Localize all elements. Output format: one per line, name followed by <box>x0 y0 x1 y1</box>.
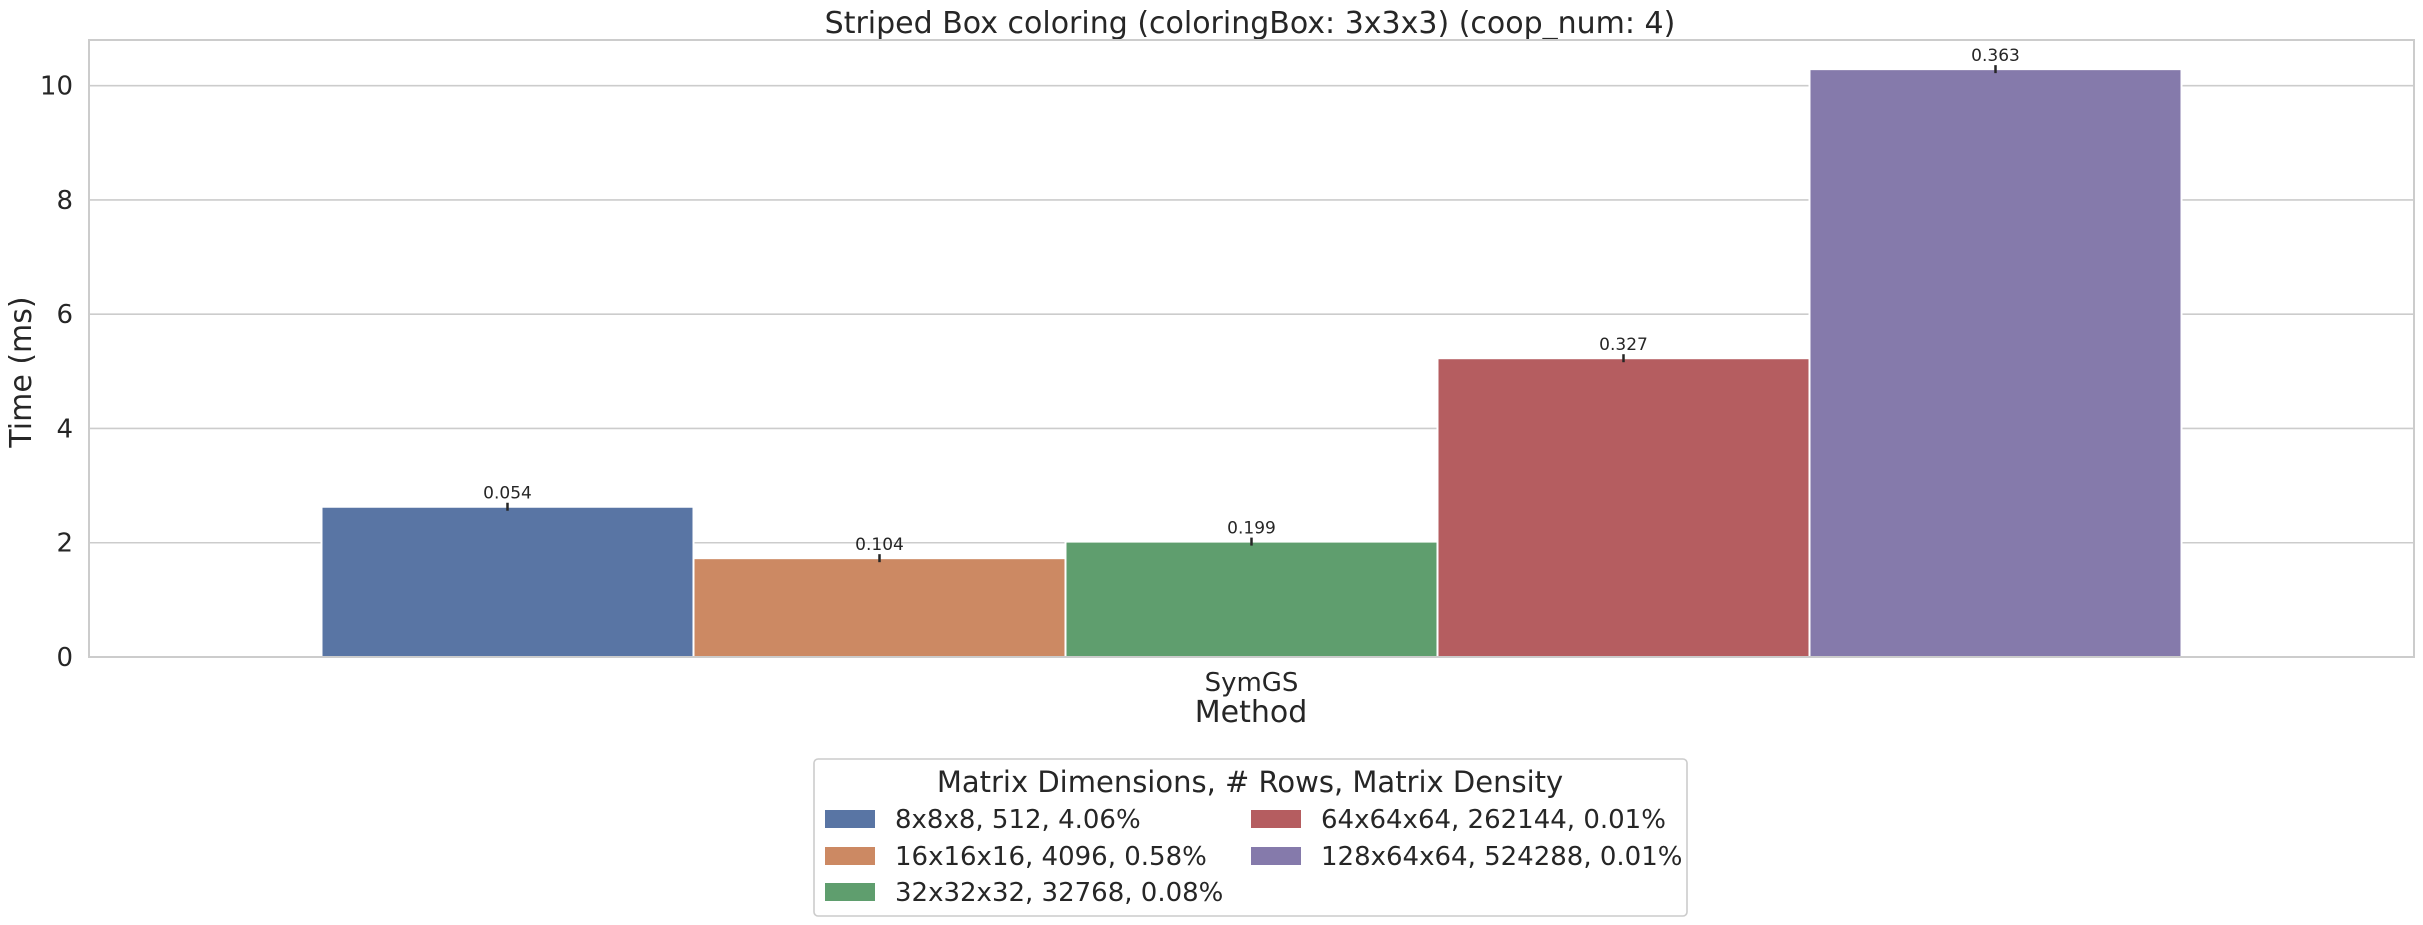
bar-value-label: 0.363 <box>1971 46 2020 66</box>
x-axis-label: Method <box>1195 695 1308 730</box>
x-tick-label: SymGS <box>1205 668 1299 698</box>
bar <box>1064 540 1439 658</box>
legend-label: 16x16x16, 4096, 0.58% <box>895 842 1207 872</box>
y-axis-ticks: 0 2 4 6 8 10 <box>40 72 73 673</box>
y-tick-label: 2 <box>56 529 73 559</box>
legend-label: 8x8x8, 512, 4.06% <box>895 805 1141 835</box>
x-axis-ticks: SymGS <box>1205 668 1299 698</box>
legend-swatch <box>825 810 875 828</box>
bar-value-label: 0.054 <box>483 484 532 504</box>
bar-value-label: 0.104 <box>855 535 904 555</box>
bar-value-label: 0.199 <box>1227 519 1276 539</box>
plot-frame <box>88 39 2415 658</box>
legend-items: 8x8x8, 512, 4.06% 16x16x16, 4096, 0.58% 32… <box>825 805 1682 908</box>
legend-label: 64x64x64, 262144, 0.01% <box>1321 805 1666 835</box>
legend-box <box>813 758 1688 917</box>
legend-label: 128x64x64, 524288, 0.01% <box>1321 842 1682 872</box>
chart-title: Striped Box coloring (coloringBox: 3x3x3… <box>825 6 1676 41</box>
bars: 0.054 0.104 0.199 0.327 0.363 <box>320 46 2183 659</box>
bar <box>320 505 695 659</box>
bar-value-label: 0.327 <box>1599 335 1648 355</box>
y-tick-label: 10 <box>40 72 73 102</box>
y-tick-label: 8 <box>56 186 73 216</box>
y-tick-label: 6 <box>56 300 73 330</box>
legend-swatch <box>825 847 875 865</box>
legend-swatch <box>1251 810 1301 828</box>
legend-label: 32x32x32, 32768, 0.08% <box>895 878 1223 908</box>
legend-title: Matrix Dimensions, # Rows, Matrix Densit… <box>937 765 1563 799</box>
legend-swatch <box>1251 847 1301 865</box>
bar <box>1808 68 2183 658</box>
bar <box>1436 357 1811 658</box>
y-tick-label: 4 <box>56 414 73 444</box>
legend-swatch <box>825 883 875 901</box>
bar <box>692 557 1067 658</box>
legend: Matrix Dimensions, # Rows, Matrix Densit… <box>813 758 1688 917</box>
y-axis-label: Time (ms) <box>4 296 39 448</box>
y-tick-label: 0 <box>56 643 73 673</box>
